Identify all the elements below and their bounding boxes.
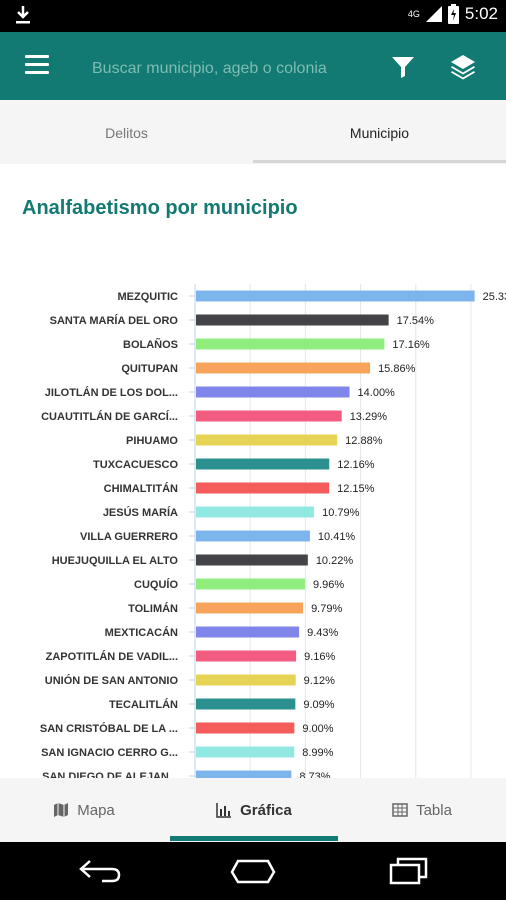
status-bar: 4G 5:02: [0, 0, 506, 32]
bar: [196, 290, 475, 302]
bar: [196, 410, 342, 422]
home-icon[interactable]: [230, 858, 276, 884]
category-label: MEXTICACÁN: [105, 626, 178, 639]
nav-indicator: [170, 836, 338, 841]
bar: [196, 722, 295, 734]
signal-icon: [425, 6, 442, 22]
tab-municipio[interactable]: Municipio: [349, 125, 410, 141]
back-icon[interactable]: [78, 858, 122, 884]
bar-chart-icon: [216, 803, 232, 818]
category-label: BOLAÑOS: [123, 338, 178, 351]
data-label: 9.12%: [304, 675, 335, 687]
chart-title: Analfabetismo por municipio: [22, 197, 298, 219]
data-label: 12.88%: [345, 435, 383, 447]
category-label: SAN CRISTÓBAL DE LA ...: [40, 722, 178, 735]
category-label: JILOTLÁN DE LOS DOL...: [45, 386, 178, 399]
bar: [196, 746, 295, 758]
tab-indicator: [253, 160, 506, 163]
battery-icon: [447, 4, 459, 24]
category-label: SANTA MARÍA DEL ORO: [50, 314, 179, 327]
bar: [196, 530, 310, 542]
clock: 5:02: [464, 4, 498, 23]
bar-chart: MEZQUITIC 25.33% SANTA MARÍA DEL ORO 17.54%…: [40, 284, 506, 778]
category-label: SAN IGNACIO CERRO G...: [41, 747, 178, 759]
menu-button[interactable]: [25, 55, 49, 75]
data-label: 12.15%: [337, 483, 375, 495]
category-label: CUAUTITLÁN DE GARCÍ...: [41, 410, 178, 423]
bar: [196, 650, 297, 662]
nav-mapa-label: Mapa: [77, 801, 115, 819]
nav-grafica[interactable]: Gráfica: [170, 778, 338, 842]
category-label: JESÚS MARÍA: [103, 506, 178, 519]
bar: [196, 338, 385, 350]
bar: [196, 458, 330, 470]
data-label: 9.00%: [302, 723, 333, 735]
nav-tabla-label: Tabla: [416, 801, 452, 819]
nav-tabla[interactable]: Tabla: [338, 778, 506, 842]
nav-grafica-label: Gráfica: [240, 801, 292, 819]
bar: [196, 578, 305, 590]
recents-icon[interactable]: [388, 857, 430, 885]
bar: [196, 506, 315, 518]
category-label: MEZQUITIC: [118, 291, 179, 303]
data-label: 10.79%: [322, 507, 360, 519]
category-label: HUEJUQUILLA EL ALTO: [52, 555, 179, 567]
data-label: 9.43%: [307, 627, 338, 639]
system-navigation-bar: [0, 842, 506, 900]
data-label: 8.73%: [299, 771, 330, 778]
map-icon: [54, 803, 69, 817]
data-label: 9.96%: [313, 579, 344, 591]
bar: [196, 626, 300, 638]
menu-icon-line: [25, 71, 49, 74]
bar: [196, 602, 304, 614]
bar: [196, 674, 296, 686]
data-label: 9.79%: [311, 603, 342, 615]
menu-icon-line: [25, 63, 49, 66]
category-label: ZAPOTITLÁN DE VADIL...: [46, 650, 178, 663]
category-label: VILLA GUERRERO: [80, 531, 178, 543]
data-label: 9.09%: [303, 699, 334, 711]
table-icon: [392, 803, 408, 817]
data-label: 12.16%: [337, 459, 375, 471]
filter-icon[interactable]: [390, 54, 416, 80]
data-label: 14.00%: [358, 387, 396, 399]
data-label: 15.86%: [378, 363, 416, 375]
app-bar: [0, 32, 506, 100]
bar: [196, 386, 350, 398]
tab-delitos[interactable]: Delitos: [105, 125, 148, 141]
bar: [196, 314, 389, 326]
bar: [196, 434, 338, 446]
tab-bar: Delitos Municipio: [0, 100, 506, 164]
data-label: 17.54%: [397, 315, 435, 327]
bar: [196, 698, 296, 710]
bottom-navigation: Mapa Gráfica Tabla: [0, 778, 506, 842]
category-label: CHIMALTITÁN: [104, 482, 178, 495]
network-type: 4G: [407, 9, 420, 19]
data-label: 10.22%: [316, 555, 354, 567]
nav-mapa[interactable]: Mapa: [0, 778, 168, 842]
data-label: 17.16%: [392, 339, 430, 351]
bar: [196, 362, 371, 374]
search-input[interactable]: [90, 57, 364, 81]
data-label: 9.16%: [304, 651, 335, 663]
data-label: 13.29%: [350, 411, 388, 423]
bar: [196, 770, 292, 778]
layers-icon[interactable]: [448, 52, 478, 82]
bar: [196, 482, 330, 494]
category-label: TUXCACUESCO: [93, 459, 178, 471]
data-label: 10.41%: [318, 531, 356, 543]
download-icon: [16, 6, 30, 24]
category-label: CUQUÍO: [134, 578, 178, 591]
category-label: QUITUPAN: [121, 363, 178, 375]
category-label: TECALITLÁN: [109, 698, 178, 711]
bar: [196, 554, 308, 566]
category-label: UNIÓN DE SAN ANTONIO: [45, 674, 179, 687]
data-label: 8.99%: [302, 747, 333, 759]
category-label: PIHUAMO: [126, 435, 178, 447]
category-label: SAN DIEGO DE ALEJAN...: [42, 771, 178, 778]
data-label: 25.33%: [483, 291, 506, 303]
category-label: TOLIMÁN: [128, 602, 178, 615]
menu-icon-line: [25, 55, 49, 58]
